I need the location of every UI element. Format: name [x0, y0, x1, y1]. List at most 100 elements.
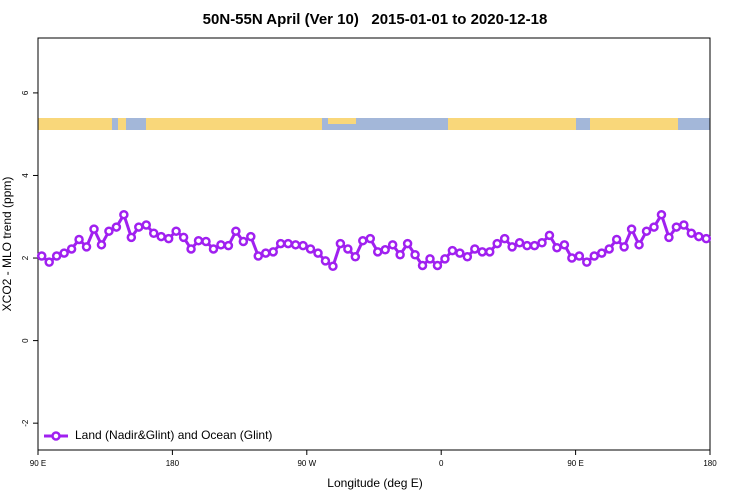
point	[656, 209, 667, 220]
legend-label: Land (Nadir&Glint) and Ocean (Glint)	[75, 428, 272, 442]
point	[343, 244, 353, 254]
point	[216, 240, 226, 250]
y-tick-label: -2	[21, 419, 30, 427]
point	[552, 242, 562, 253]
point	[499, 233, 510, 244]
point	[574, 251, 585, 261]
y-tick-label: 2	[21, 255, 30, 260]
point	[664, 232, 674, 243]
point	[604, 244, 614, 254]
point	[470, 244, 480, 254]
point	[440, 254, 450, 264]
point	[507, 242, 517, 252]
point	[679, 220, 689, 230]
point	[275, 238, 286, 249]
point	[148, 228, 159, 239]
y-tick-label: 4	[21, 173, 30, 178]
point	[163, 233, 174, 244]
point	[417, 260, 428, 271]
legend-marker	[51, 431, 61, 441]
point	[186, 244, 196, 254]
point	[701, 233, 712, 244]
x-tick-label: 90 E	[567, 459, 583, 468]
point	[395, 249, 405, 260]
plot-frame	[37, 37, 711, 451]
point	[619, 242, 629, 252]
point	[477, 247, 488, 257]
point	[223, 240, 234, 251]
point	[126, 232, 137, 243]
x-tick-label: 180	[703, 459, 717, 468]
point	[544, 230, 555, 241]
point	[156, 231, 166, 242]
point	[567, 253, 577, 263]
point	[447, 245, 458, 256]
point	[178, 232, 189, 243]
point	[492, 238, 502, 249]
point	[402, 238, 413, 249]
chart-title: 50N-55N April (Ver 10) 2015-01-01 to 202…	[203, 11, 548, 28]
point	[410, 249, 420, 260]
x-axis-label: Longitude (deg E)	[327, 476, 422, 490]
point	[193, 235, 204, 246]
point	[462, 252, 473, 262]
point	[66, 244, 77, 254]
point	[484, 247, 495, 257]
point	[305, 244, 316, 254]
point	[59, 248, 69, 258]
point	[328, 261, 338, 272]
point	[298, 240, 308, 251]
point	[686, 228, 697, 239]
point	[626, 224, 637, 234]
point	[365, 233, 376, 244]
point	[350, 252, 361, 262]
y-axis-label: XCO2 - MLO trend (ppm)	[0, 177, 14, 312]
point	[171, 226, 181, 236]
point	[372, 247, 383, 257]
point	[111, 222, 122, 232]
point	[283, 238, 293, 249]
point	[694, 231, 704, 242]
x-tick-label: 90 E	[30, 459, 46, 468]
land-ocean-strip	[38, 118, 710, 130]
point	[425, 254, 435, 264]
point	[649, 222, 659, 232]
point	[253, 251, 264, 261]
point	[611, 234, 622, 245]
point	[89, 224, 99, 234]
point	[537, 238, 547, 248]
point	[81, 242, 92, 252]
point	[246, 231, 256, 242]
point	[380, 245, 390, 255]
point	[641, 226, 652, 236]
point	[141, 220, 152, 230]
point	[134, 222, 144, 232]
point	[522, 240, 532, 251]
x-tick-label: 0	[439, 459, 444, 468]
y-tick-label: 6	[21, 90, 30, 95]
point	[335, 238, 346, 249]
point	[44, 257, 54, 267]
point	[320, 256, 331, 266]
point	[96, 240, 107, 250]
point	[582, 257, 592, 267]
point	[74, 234, 84, 245]
point	[104, 226, 114, 236]
point	[514, 238, 525, 248]
point	[268, 247, 278, 257]
point	[358, 235, 368, 246]
point	[260, 248, 271, 258]
point	[36, 251, 47, 261]
point	[432, 260, 443, 271]
point	[529, 240, 540, 251]
point	[119, 209, 129, 220]
x-tick-label: 180	[166, 459, 180, 468]
point	[208, 244, 219, 254]
point	[290, 240, 301, 250]
point	[559, 240, 570, 250]
point	[671, 222, 682, 232]
point	[51, 251, 62, 261]
point	[313, 248, 323, 258]
point	[201, 236, 211, 247]
point	[238, 236, 249, 247]
